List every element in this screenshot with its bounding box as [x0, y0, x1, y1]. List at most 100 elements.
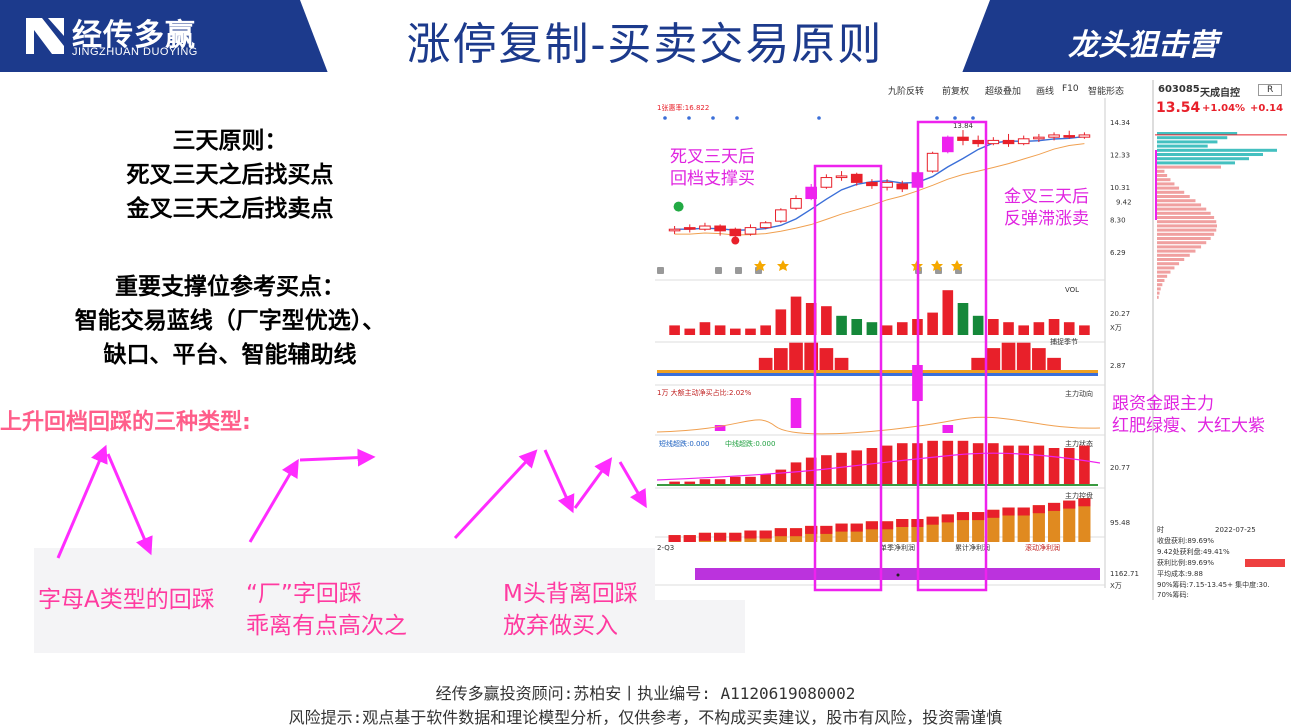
control-bar [987, 509, 1000, 542]
toolbar-item-1[interactable]: 前复权 [942, 87, 970, 97]
sell-annotation-line2: 反弹滞涨卖 [1004, 209, 1089, 229]
rule-sell: 金叉三天之后找卖点 [126, 196, 334, 222]
vol-bar [866, 322, 878, 335]
control-bar [1002, 507, 1015, 542]
season-bar [774, 348, 788, 370]
state-bar [714, 479, 726, 484]
chip-bar [1157, 148, 1277, 152]
bottom-tab-0: 单季净利润 [880, 543, 915, 552]
cost-line: 9.42处获利盘:49.41% [1157, 547, 1230, 556]
buy-highlight-box [813, 164, 883, 592]
candle-body [926, 152, 939, 172]
type-a-arrows [56, 444, 153, 559]
vol-bar [942, 290, 954, 335]
control-bar-top [956, 512, 970, 521]
profit-ratio: 收盘获利:89.69% [1157, 536, 1214, 545]
vol-value: 20.27 [1110, 310, 1130, 318]
ma-line-slow [674, 143, 1085, 236]
chip-bar [1157, 291, 1160, 295]
chip-bar [1157, 258, 1185, 261]
type-chang-line2: 乖离有点高次之 [246, 613, 407, 639]
pullback-type-arrows [56, 444, 647, 559]
stock-code: 603085 [1158, 84, 1200, 95]
type-m-line1: M头背离回踩 [503, 581, 638, 607]
candle-body [1002, 139, 1015, 145]
state-bar [881, 445, 893, 484]
state-bar [866, 448, 878, 484]
profit-dot [896, 573, 900, 577]
chip-bar [1157, 241, 1207, 245]
type-m-line2: 放弃做买入 [503, 613, 618, 639]
top-banner: 经传多赢 JINGZHUAN DUOYING 涨停复制-买卖交易原则 龙头狙击营 [0, 0, 1291, 72]
signal-marker-icon [715, 267, 722, 274]
control-bar-top [1063, 500, 1076, 509]
chip-bar [1157, 157, 1249, 161]
control-bar-top [896, 519, 909, 527]
vol-bar [790, 296, 802, 335]
control-bar-top [729, 532, 742, 541]
price-tick-current: 9.42 [1116, 198, 1132, 206]
chip-70: 70%筹码: [1157, 590, 1189, 599]
state-bar [1063, 448, 1075, 484]
candle-body [805, 186, 818, 200]
vol-bar [775, 309, 787, 335]
toolbar-item-0[interactable]: 九阶反转 [888, 87, 925, 97]
candle-body [683, 227, 696, 230]
quarter-label: 2-Q3 [657, 544, 674, 552]
s-badge-icon [673, 201, 684, 212]
rule-title: 三天原则： [172, 128, 288, 154]
control-bar-top [941, 514, 954, 523]
stock-name: 天成自控 [1200, 88, 1240, 99]
brand-text: 龙头狙击营 [1068, 28, 1218, 63]
logo-chinese-text: 经传多赢 [72, 18, 196, 53]
candle-body [1063, 135, 1076, 138]
season-bar [758, 357, 773, 370]
flow-bar [942, 425, 954, 433]
risk-footer: 风险提示:观点基于软件数据和理论模型分析，仅供参考，不构成买卖建议，股市有风险，… [288, 708, 1003, 727]
candle-body [668, 228, 681, 232]
toolbar-item-3[interactable]: 画线 [1036, 87, 1055, 97]
mid-oversold-label: 中线超跌:0.000 [725, 439, 775, 448]
state-bar [896, 443, 908, 484]
vol-bar [1048, 319, 1060, 335]
chip-bar [1157, 216, 1215, 219]
state-bar [942, 440, 954, 484]
toolbar-item-4[interactable]: F10 [1062, 84, 1079, 94]
control-bar-top [850, 523, 863, 532]
stock-change-abs: +0.14 [1250, 103, 1284, 114]
toolbar-item-5[interactable]: 智能形态 [1088, 87, 1125, 97]
control-bar-top [789, 528, 803, 537]
support-line1: 智能交易蓝线（厂字型优选）、 [74, 308, 386, 334]
stock-chart-svg: 1张惠率:16.822 14.34 12.33 10.31 8.30 6.29 9.42 13… [655, 80, 1287, 600]
chip-bar [1157, 182, 1175, 186]
state-bar [821, 455, 832, 484]
star-icon [951, 260, 963, 271]
vol-bar [988, 319, 999, 335]
chip-bar [1157, 199, 1196, 203]
chip-bar [1157, 203, 1202, 207]
control-bar-top [865, 521, 878, 530]
stock-chart-panel: 1张惠率:16.822 14.34 12.33 10.31 8.30 6.29 9.42 13… [655, 80, 1291, 600]
star-icon [931, 260, 943, 271]
rule-buy: 死叉三天之后找买点 [126, 162, 334, 188]
toolbar-item-2[interactable]: 超级叠加 [985, 87, 1022, 97]
control-bar-top [668, 535, 681, 542]
flow-line [656, 416, 1101, 435]
profit-ratio2: 获利比例:89.69% [1157, 558, 1214, 567]
b-badge-icon [731, 236, 740, 245]
types-figure-bg-left [0, 548, 34, 653]
state-line [656, 452, 1101, 481]
support-title: 重要支撑位参考买点： [115, 274, 345, 300]
season-bar [789, 342, 803, 370]
stock-r-button[interactable]: R [1258, 84, 1283, 96]
vol-unit: X万 [1110, 324, 1122, 332]
state-bar [988, 443, 999, 484]
candle-body [1048, 134, 1060, 138]
vol-bar [881, 325, 893, 335]
control-bar [1063, 500, 1076, 542]
candle-body [987, 139, 1000, 145]
chip-bar [1157, 207, 1207, 211]
chip-bar [1157, 266, 1175, 270]
candle-body [729, 228, 742, 237]
vol-bar [729, 328, 741, 335]
